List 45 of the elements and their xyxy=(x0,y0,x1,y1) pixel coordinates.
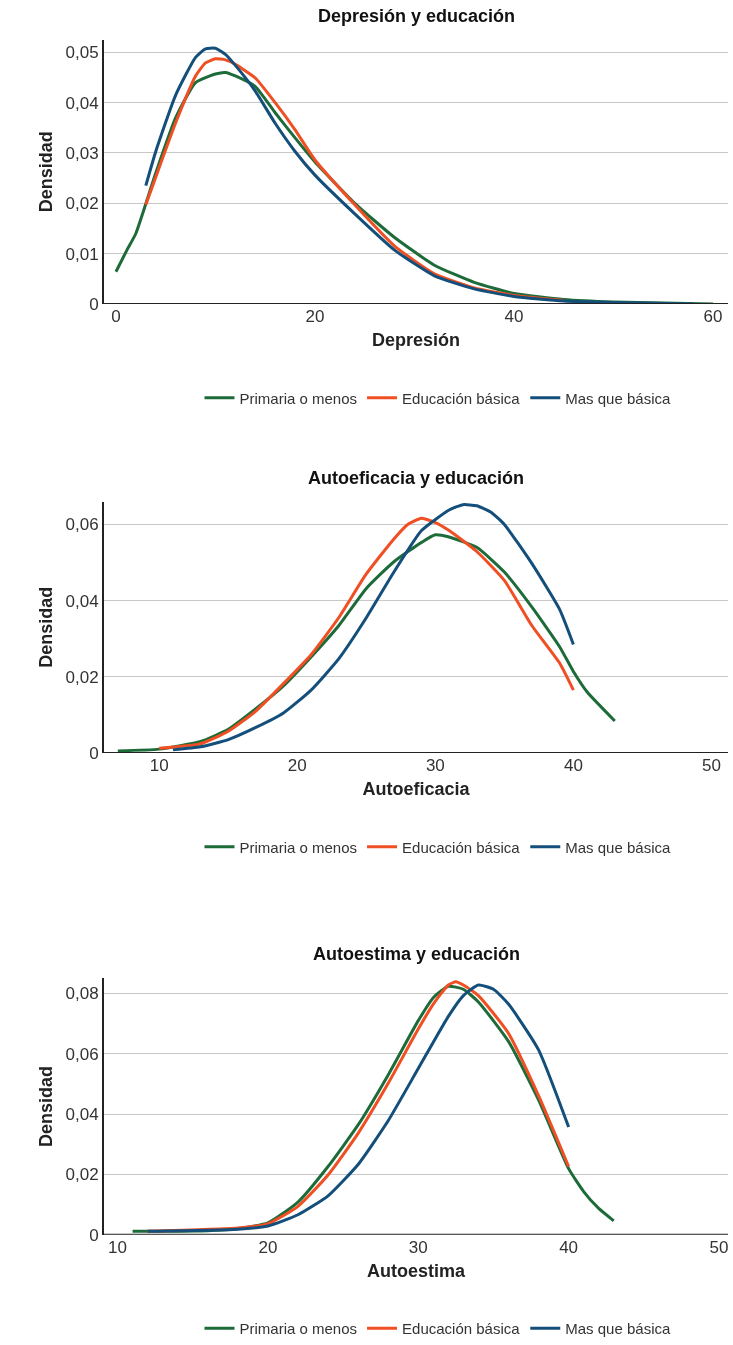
chart-title: Autoeficacia y educación xyxy=(308,468,525,488)
y-tick-label: 0,06 xyxy=(65,1044,99,1064)
x-tick-label: 30 xyxy=(408,1237,428,1257)
y-tick-label: 0,04 xyxy=(65,93,99,113)
chart-title: Autoestima y educación xyxy=(313,944,521,964)
y-tick-label: 0,05 xyxy=(65,43,99,63)
legend-label: Primaria o menos xyxy=(239,389,358,407)
x-tick-label: 40 xyxy=(563,755,583,775)
y-axis-title: Densidad xyxy=(36,131,57,213)
x-tick-label: 20 xyxy=(258,1237,278,1257)
y-tick-label: 0,02 xyxy=(65,194,99,214)
x-tick-label: 10 xyxy=(149,755,169,775)
x-axis-title: Autoestima xyxy=(366,1260,466,1281)
x-tick-label: 30 xyxy=(425,755,445,775)
y-tick-label: 0,06 xyxy=(65,515,99,535)
y-axis-title: Densidad xyxy=(36,1066,57,1148)
legend-label: Mas que básica xyxy=(565,389,671,407)
legend-label: Educación básica xyxy=(402,838,521,856)
x-axis-title: Depresión xyxy=(371,330,461,351)
x-tick-label: 60 xyxy=(703,306,723,326)
legend-label: Educación básica xyxy=(402,389,521,407)
x-tick-label: 50 xyxy=(701,755,721,775)
legend-label: Mas que básica xyxy=(565,1320,671,1338)
y-tick-label: 0,01 xyxy=(65,244,99,264)
x-tick-label: 10 xyxy=(108,1237,127,1257)
x-axis-title: Autoeficacia xyxy=(362,779,471,800)
legend-label: Primaria o menos xyxy=(239,1320,358,1338)
y-tick-label: 0,03 xyxy=(65,143,99,163)
y-tick-label: 0,02 xyxy=(65,667,99,687)
legend-label: Mas que básica xyxy=(565,838,671,856)
x-tick-label: 20 xyxy=(287,755,307,775)
x-tick-label: 40 xyxy=(504,306,524,326)
legend-label: Primaria o menos xyxy=(239,838,358,856)
legend-label: Educación básica xyxy=(402,1320,521,1338)
x-tick-label: 0 xyxy=(111,306,121,326)
y-tick-label: 0,02 xyxy=(65,1165,99,1185)
line-series xyxy=(144,46,695,304)
y-axis-title: Densidad xyxy=(36,586,57,668)
chart-title: Depresión y educación xyxy=(318,6,516,26)
y-tick-label: 0,04 xyxy=(65,591,99,611)
x-tick-label: 20 xyxy=(305,306,325,326)
x-tick-label: 40 xyxy=(559,1237,579,1257)
y-tick-label: 0,08 xyxy=(65,984,99,1004)
x-tick-label: 50 xyxy=(709,1237,729,1257)
y-tick-label: 0,04 xyxy=(65,1105,99,1125)
